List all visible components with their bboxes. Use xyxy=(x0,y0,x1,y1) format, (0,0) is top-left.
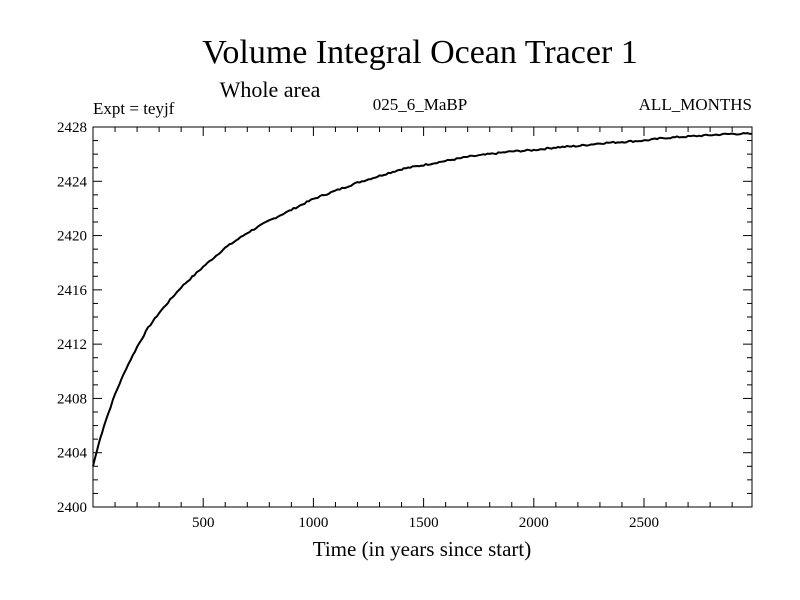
x-tick-label: 2500 xyxy=(629,515,659,531)
axis-ticks xyxy=(93,127,752,507)
x-tick-label: 1500 xyxy=(409,515,439,531)
experiment-label: Expt = teyjf xyxy=(93,99,175,118)
x-axis-label: Time (in years since start) xyxy=(313,537,532,561)
x-tick-label: 1000 xyxy=(298,515,328,531)
y-tick-label: 2420 xyxy=(57,229,87,245)
y-tick-label: 2400 xyxy=(57,500,87,516)
x-tick-label: 500 xyxy=(192,515,215,531)
y-tick-label: 2428 xyxy=(57,120,87,136)
x-tick-label: 2000 xyxy=(519,515,549,531)
series-line xyxy=(92,132,753,467)
months-label: ALL_MONTHS xyxy=(639,95,752,114)
plot-frame xyxy=(92,126,753,508)
y-tick-label: 2404 xyxy=(57,446,88,462)
y-tick-label: 2416 xyxy=(57,283,88,299)
period-label: 025_6_MaBP xyxy=(373,95,467,114)
y-tick-label: 2408 xyxy=(57,391,87,407)
tick-labels: 500 1000 1500 2000 2500 2400 2404 2408 2412 2416 2… xyxy=(57,120,659,531)
y-tick-label: 2424 xyxy=(57,174,88,190)
chart-title: Volume Integral Ocean Tracer 1 xyxy=(202,34,638,71)
chart-subtitle: Whole area xyxy=(220,77,321,102)
y-tick-label: 2412 xyxy=(57,337,87,353)
